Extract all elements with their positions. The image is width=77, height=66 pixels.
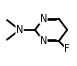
- Text: F: F: [64, 44, 70, 54]
- Text: N: N: [40, 14, 47, 24]
- Text: N: N: [16, 25, 23, 35]
- Text: N: N: [40, 36, 47, 46]
